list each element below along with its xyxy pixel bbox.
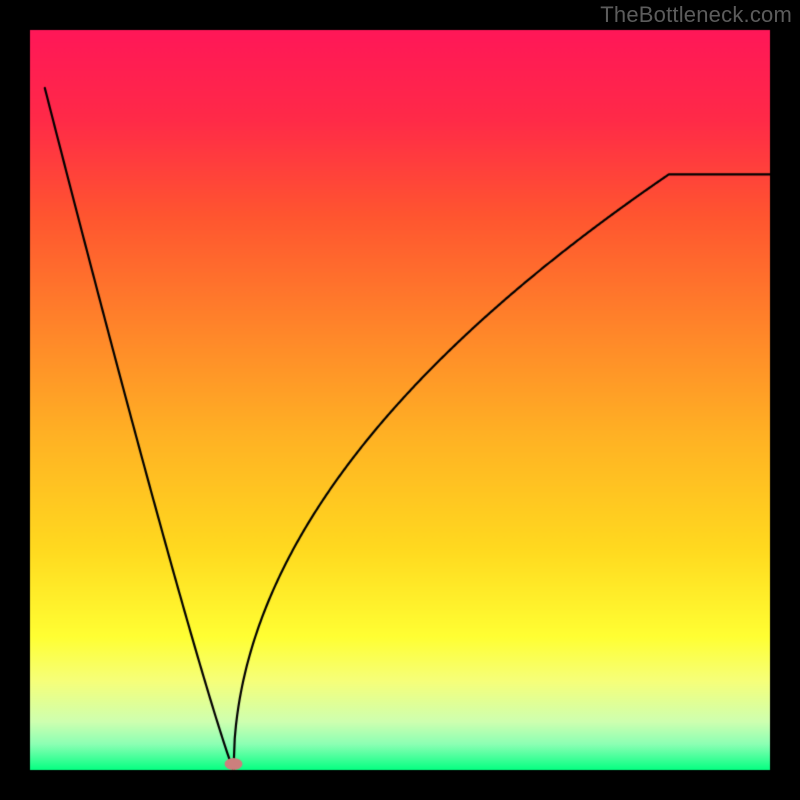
chart-canvas xyxy=(0,0,800,800)
watermark-label: TheBottleneck.com xyxy=(600,2,792,28)
chart-stage: TheBottleneck.com xyxy=(0,0,800,800)
